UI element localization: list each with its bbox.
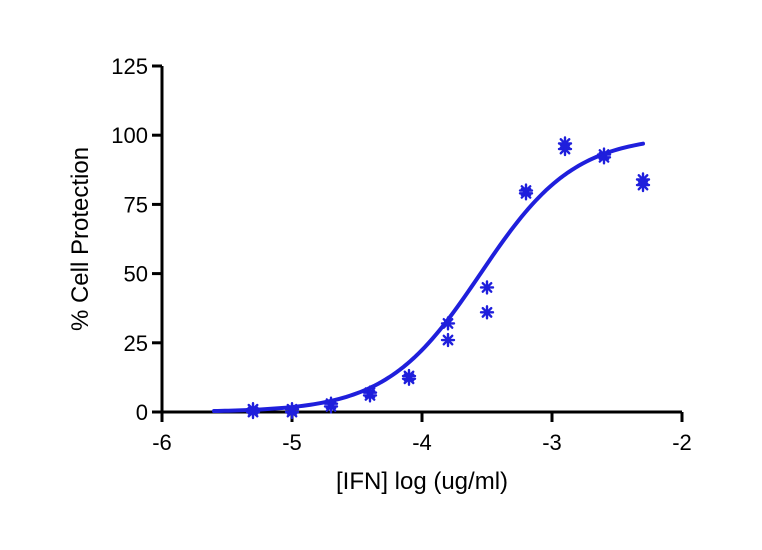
y-tick-label: 75 xyxy=(124,192,148,217)
x-tick-label: -6 xyxy=(152,430,172,455)
x-ticks: -6 -5 -4 -3 -2 xyxy=(152,412,692,455)
x-tick-label: -5 xyxy=(282,430,302,455)
y-axis-title: % Cell Protection xyxy=(67,147,94,331)
data-point xyxy=(635,172,651,187)
x-axis-title: [IFN] log (ug/ml) xyxy=(336,468,508,495)
data-point xyxy=(557,136,573,151)
data-point xyxy=(284,402,300,417)
y-tick-label: 50 xyxy=(124,262,148,287)
y-tick-label: 0 xyxy=(136,400,148,425)
data-point xyxy=(440,316,456,331)
y-tick-label: 100 xyxy=(111,123,148,148)
y-tick-label: 125 xyxy=(111,54,148,79)
data-point xyxy=(440,332,456,348)
x-tick-label: -4 xyxy=(412,430,432,455)
data-point xyxy=(323,396,339,411)
data-points xyxy=(245,136,651,420)
y-tick-label: 25 xyxy=(124,331,148,356)
data-point xyxy=(401,368,417,384)
data-point xyxy=(362,385,378,400)
axes xyxy=(160,66,682,414)
data-point xyxy=(479,305,495,320)
data-point xyxy=(479,280,495,295)
y-ticks: 0 25 50 75 100 125 xyxy=(111,54,162,425)
data-point xyxy=(518,183,534,198)
data-point xyxy=(596,147,612,162)
x-tick-label: -2 xyxy=(672,430,692,455)
x-tick-label: -3 xyxy=(542,430,562,455)
fit-curve xyxy=(212,141,645,414)
data-point xyxy=(245,402,261,417)
